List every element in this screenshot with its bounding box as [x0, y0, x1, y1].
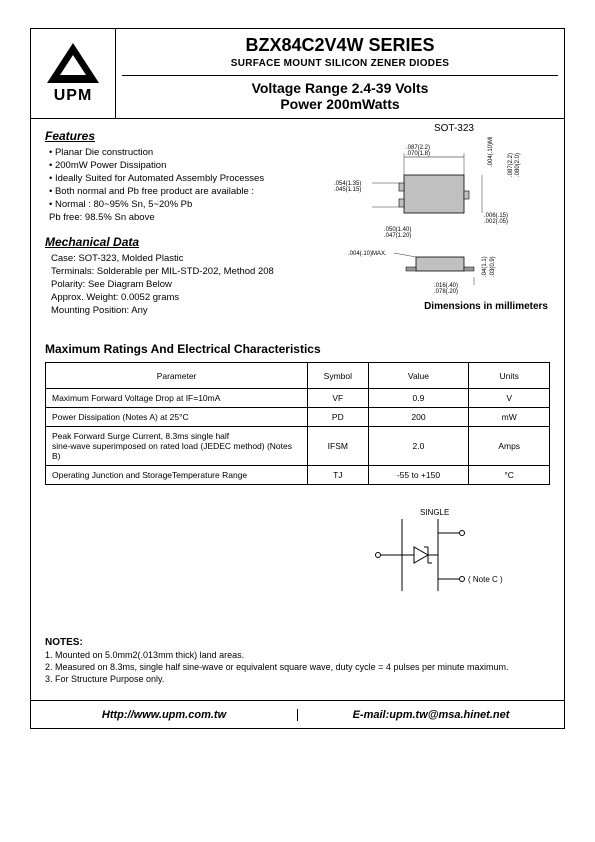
logo-cell: UPM: [31, 29, 116, 118]
cell-units: Amps: [469, 427, 550, 466]
cell-param: Peak Forward Surge Current, 8.3ms single…: [46, 427, 308, 466]
ratings-table: Parameter Symbol Value Units Maximum For…: [45, 362, 550, 485]
dim-d2: .070(1.8): [406, 151, 430, 157]
cell-units: V: [469, 389, 550, 408]
main-title: BZX84C2V4W SERIES: [122, 35, 558, 56]
logo-text: UPM: [54, 87, 93, 105]
schematic-note: ( Note C ): [468, 575, 503, 584]
note-item: 2. Measured on 8.3ms, single half sine-w…: [45, 662, 550, 672]
cell-symbol: PD: [308, 408, 368, 427]
notes-list: 1. Mounted on 5.0mm2(.013mm thick) land …: [45, 650, 550, 684]
cell-value: 0.9: [368, 389, 469, 408]
dim-d13: .087(2.2): [508, 153, 514, 177]
cell-value: 200: [368, 408, 469, 427]
dimensions-caption: Dimensions in millimeters: [424, 301, 548, 312]
logo-triangle-icon: [47, 43, 99, 83]
cell-param: Maximum Forward Voltage Drop at IF=10mA: [46, 389, 308, 408]
dim-d8: .002(.05): [484, 219, 508, 225]
cell-symbol: VF: [308, 389, 368, 408]
cell-value: 2.0: [368, 427, 469, 466]
table-header-row: Parameter Symbol Value Units: [46, 363, 550, 389]
power-rating: Power 200mWatts: [122, 96, 558, 112]
note-item: 3. For Structure Purpose only.: [45, 674, 550, 684]
col-value: Value: [368, 363, 469, 389]
footer-email: E-mail:upm.tw@msa.hinet.net: [298, 709, 564, 721]
footer: Http://www.upm.com.tw E-mail:upm.tw@msa.…: [31, 700, 564, 728]
dim-d6: .047(1.20): [384, 233, 411, 239]
dim-d12: .004(.10)MIN.: [488, 137, 494, 167]
notes-heading: NOTES:: [45, 637, 550, 648]
cell-param: Operating Junction and StorageTemperatur…: [46, 466, 308, 485]
zener-schematic-icon: SINGLE ( Note C ): [350, 505, 510, 605]
title-cell: BZX84C2V4W SERIES SURFACE MOUNT SILICON …: [116, 29, 564, 118]
package-diagram: .087(2.2) .070(1.8) .054(1.35) .045(1.15…: [324, 137, 554, 307]
cell-units: °C: [469, 466, 550, 485]
dim-d4: .045(1.15): [334, 187, 361, 193]
footer-url: Http://www.upm.com.tw: [31, 709, 298, 721]
page-frame: UPM BZX84C2V4W SERIES SURFACE MOUNT SILI…: [30, 28, 565, 729]
sub-title: SURFACE MOUNT SILICON ZENER DIODES: [122, 58, 558, 69]
table-row: Operating Junction and StorageTemperatur…: [46, 466, 550, 485]
dim-d11: .078(.20): [434, 289, 458, 295]
cell-value: -55 to +150: [368, 466, 469, 485]
cell-symbol: TJ: [308, 466, 368, 485]
table-row: Maximum Forward Voltage Drop at IF=10mA …: [46, 389, 550, 408]
svg-text:.03(0.9): .03(0.9): [490, 256, 496, 277]
ratings-heading: Maximum Ratings And Electrical Character…: [45, 342, 550, 356]
note-item: 1. Mounted on 5.0mm2(.013mm thick) land …: [45, 650, 550, 660]
cell-units: mW: [469, 408, 550, 427]
table-row: Peak Forward Surge Current, 8.3ms single…: [46, 427, 550, 466]
header-row: UPM BZX84C2V4W SERIES SURFACE MOUNT SILI…: [31, 29, 564, 119]
spec-row: Voltage Range 2.4-39 Volts Power 200mWat…: [122, 75, 558, 112]
dim-d14: .080(2.0): [515, 153, 521, 177]
package-label: SOT-323: [434, 123, 474, 134]
content-area: SOT-323 .087(2.2) .070(1.8) .054(1.35) .…: [31, 119, 564, 700]
schematic-area: SINGLE ( Note C ): [45, 505, 550, 605]
col-units: Units: [469, 363, 550, 389]
cell-symbol: IFSM: [308, 427, 368, 466]
col-symbol: Symbol: [308, 363, 368, 389]
schematic-label: SINGLE: [420, 508, 449, 517]
cell-param: Power Dissipation (Notes A) at 25°C: [46, 408, 308, 427]
voltage-range: Voltage Range 2.4-39 Volts: [122, 80, 558, 96]
svg-text:.04(1.1): .04(1.1): [482, 256, 488, 277]
table-row: Power Dissipation (Notes A) at 25°C PD 2…: [46, 408, 550, 427]
col-parameter: Parameter: [46, 363, 308, 389]
dim-d9: .004(.10)MAX.: [348, 251, 387, 257]
